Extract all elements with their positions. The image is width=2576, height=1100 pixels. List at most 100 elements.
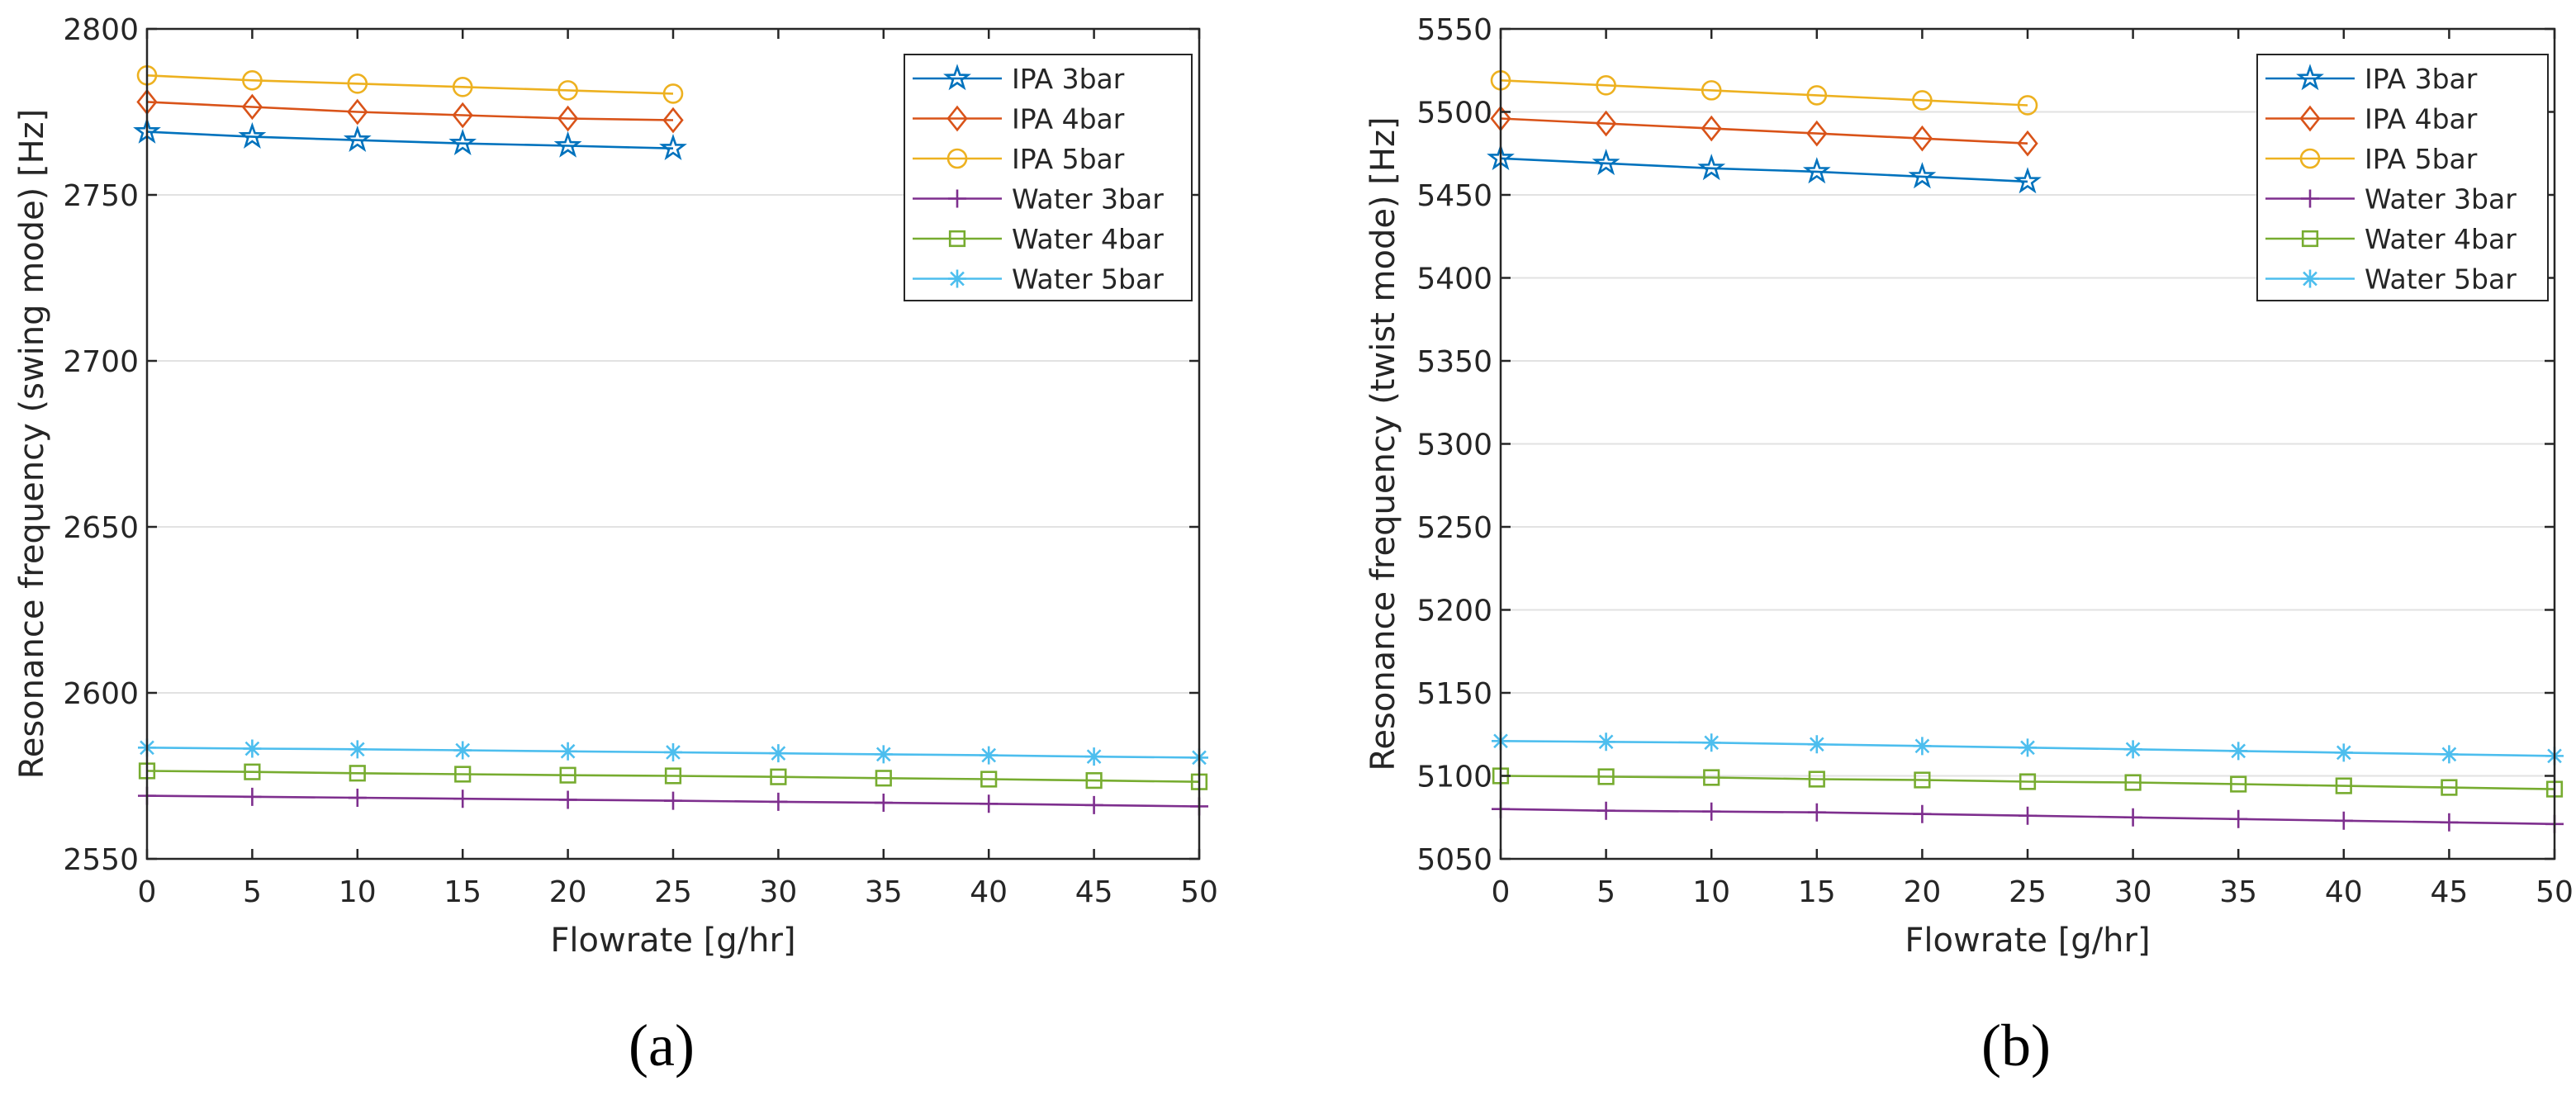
data-point xyxy=(1908,162,1937,189)
data-point xyxy=(2014,167,2042,194)
data-point xyxy=(1084,795,1103,814)
data-point xyxy=(2019,738,2037,757)
series-line xyxy=(1500,157,2028,183)
x-tick-label: 25 xyxy=(2009,875,2047,909)
data-point xyxy=(2441,779,2458,796)
x-tick-label: 30 xyxy=(759,875,797,909)
data-point xyxy=(553,130,582,158)
y-tick-label: 5550 xyxy=(1416,13,1492,47)
legend-item: Water 5bar xyxy=(2265,263,2517,296)
x-tick-label: 5 xyxy=(1596,875,1615,909)
series-line xyxy=(146,101,674,121)
data-point xyxy=(662,107,684,134)
y-axis-label: Resonance frequency (swing mode) [Hz] xyxy=(13,109,51,780)
data-point xyxy=(1913,804,1932,823)
data-point xyxy=(664,742,682,761)
legend-label: IPA 3bar xyxy=(2365,63,2478,95)
data-point xyxy=(662,83,684,104)
data-point xyxy=(2440,813,2459,832)
data-point xyxy=(2123,740,2142,759)
data-point xyxy=(348,789,367,808)
data-point xyxy=(664,791,682,810)
y-tick-label: 5250 xyxy=(1416,511,1492,545)
data-point xyxy=(349,765,366,782)
legend-marker xyxy=(948,230,966,248)
data-point xyxy=(1914,771,1931,789)
y-tick-label: 2700 xyxy=(63,345,139,379)
data-point xyxy=(1592,149,1620,176)
x-tick-label: 50 xyxy=(1180,875,1218,909)
data-point xyxy=(343,125,372,153)
legend-marker xyxy=(948,189,966,208)
data-point xyxy=(1913,737,1932,756)
legend-item: IPA 3bar xyxy=(2265,63,2478,95)
data-point xyxy=(980,794,999,813)
x-tick-label: 0 xyxy=(1492,875,1511,909)
x-tick-label: 10 xyxy=(1692,875,1730,909)
x-tick-label: 15 xyxy=(444,875,482,909)
data-point xyxy=(1806,120,1828,147)
data-point xyxy=(1596,801,1615,820)
legend-label: Water 4bar xyxy=(1012,223,1164,255)
y-tick-label: 2650 xyxy=(63,511,139,545)
y-tick-label: 5500 xyxy=(1416,97,1492,130)
legend-label: Water 3bar xyxy=(2365,183,2517,216)
series-water-4bar xyxy=(1492,767,2564,798)
legend-item: Water 4bar xyxy=(2265,223,2517,255)
data-point xyxy=(347,98,368,126)
x-tick-label: 5 xyxy=(243,875,262,909)
series-water-3bar xyxy=(138,786,1208,816)
legend-marker xyxy=(946,148,968,169)
y-tick-label: 5450 xyxy=(1416,179,1492,213)
data-point xyxy=(1807,735,1826,754)
y-tick-label: 5150 xyxy=(1416,677,1492,711)
legend-marker xyxy=(943,64,971,91)
data-point xyxy=(1697,154,1726,181)
data-point xyxy=(2017,130,2038,157)
data-point xyxy=(1807,803,1826,822)
data-point xyxy=(1702,802,1721,821)
series-water-5bar xyxy=(138,738,1208,767)
y-tick-label: 5350 xyxy=(1416,345,1492,379)
y-tick-label: 5400 xyxy=(1416,263,1492,296)
data-point xyxy=(874,745,893,764)
legend-item: IPA 4bar xyxy=(913,103,1125,135)
legend-box xyxy=(2256,54,2549,301)
data-point xyxy=(243,739,262,758)
series-line xyxy=(1500,79,2028,107)
data-point xyxy=(2334,743,2353,762)
data-point xyxy=(1802,157,1831,184)
data-point xyxy=(558,742,577,761)
data-point xyxy=(244,763,261,780)
data-point xyxy=(664,767,682,785)
legend: IPA 3bar IPA 4bar IPA 5bar Water 3bar Water … xyxy=(904,54,1193,301)
series-ipa-3bar xyxy=(1487,144,2042,194)
legend-label: Water 3bar xyxy=(1012,183,1164,216)
data-point xyxy=(659,134,687,161)
data-point xyxy=(2124,774,2142,791)
data-point xyxy=(2229,742,2248,761)
legend-item: IPA 5bar xyxy=(2265,143,2478,175)
legend-item: Water 5bar xyxy=(913,263,1164,296)
legend-marker xyxy=(2299,105,2321,132)
legend-label: IPA 4bar xyxy=(2365,103,2478,135)
data-point xyxy=(2230,775,2247,793)
data-point xyxy=(347,73,368,94)
legend-marker xyxy=(2301,230,2319,248)
legend-item: IPA 4bar xyxy=(2265,103,2478,135)
data-point xyxy=(1084,747,1103,766)
legend-marker xyxy=(2301,189,2319,208)
x-tick-label: 35 xyxy=(865,875,903,909)
series-ipa-5bar xyxy=(1490,70,2038,116)
data-point xyxy=(557,105,579,132)
x-tick-label: 0 xyxy=(138,875,157,909)
panel-label: (b) xyxy=(1981,1012,2051,1079)
y-tick-label: 2800 xyxy=(63,13,139,47)
series-line xyxy=(1500,117,2028,145)
legend: IPA 3bar IPA 4bar IPA 5bar Water 3bar Water … xyxy=(2256,54,2549,301)
legend-marker xyxy=(2296,64,2324,91)
data-point xyxy=(1911,125,1933,152)
x-tick-label: 45 xyxy=(2430,875,2468,909)
data-point xyxy=(1701,115,1722,142)
